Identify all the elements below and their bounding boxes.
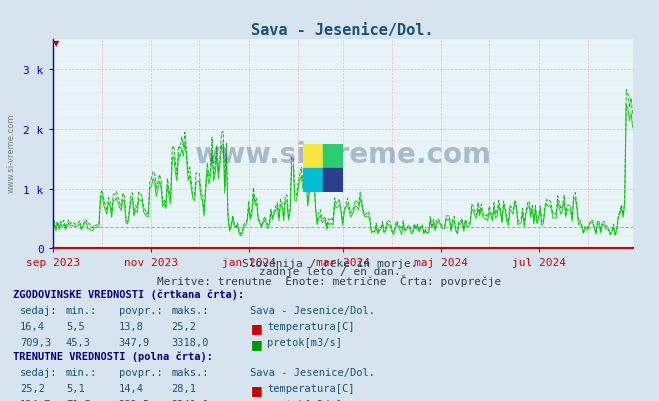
Text: Slovenija / reke in morje.: Slovenija / reke in morje. [242, 259, 417, 269]
Text: povpr.:: povpr.: [119, 367, 162, 377]
Text: maks.:: maks.: [171, 305, 209, 315]
Text: 45,3: 45,3 [66, 337, 91, 347]
Text: 709,3: 709,3 [20, 337, 51, 347]
Text: 25,2: 25,2 [20, 383, 45, 393]
Text: ■: ■ [250, 321, 262, 334]
Text: 16,4: 16,4 [20, 321, 45, 331]
Text: 13,8: 13,8 [119, 321, 144, 331]
Text: ■: ■ [250, 337, 262, 350]
Text: ▼: ▼ [53, 39, 59, 49]
Bar [303, 144, 323, 168]
Text: 5,1: 5,1 [66, 383, 84, 393]
Text: TRENUTNE VREDNOSTI (polna črta):: TRENUTNE VREDNOSTI (polna črta): [13, 351, 213, 361]
Text: 347,9: 347,9 [119, 337, 150, 347]
Text: temperatura[C]: temperatura[C] [267, 321, 355, 331]
Text: pretok[m3/s]: pretok[m3/s] [267, 337, 342, 347]
Text: povpr.:: povpr.: [119, 305, 162, 315]
Text: Sava - Jesenice/Dol.: Sava - Jesenice/Dol. [250, 305, 376, 315]
Bar [323, 168, 343, 192]
Text: ■: ■ [250, 399, 262, 401]
Text: temperatura[C]: temperatura[C] [267, 383, 355, 393]
Text: 124,7: 124,7 [20, 399, 51, 401]
Text: 25,2: 25,2 [171, 321, 196, 331]
Text: pretok[m3/s]: pretok[m3/s] [267, 399, 342, 401]
Title: Sava - Jesenice/Dol.: Sava - Jesenice/Dol. [252, 22, 434, 38]
Text: ZGODOVINSKE VREDNOSTI (črtkana črta):: ZGODOVINSKE VREDNOSTI (črtkana črta): [13, 289, 244, 299]
Text: 3318,0: 3318,0 [171, 337, 209, 347]
Text: maks.:: maks.: [171, 367, 209, 377]
Text: 28,1: 28,1 [171, 383, 196, 393]
Text: 71,5: 71,5 [66, 399, 91, 401]
Text: sedaj:: sedaj: [20, 367, 57, 377]
Bar [323, 144, 343, 168]
Text: min.:: min.: [66, 305, 97, 315]
Text: Meritve: trenutne  Enote: metrične  Črta: povprečje: Meritve: trenutne Enote: metrične Črta: … [158, 275, 501, 287]
Text: 382,5: 382,5 [119, 399, 150, 401]
Text: Sava - Jesenice/Dol.: Sava - Jesenice/Dol. [250, 367, 376, 377]
Text: www.si-vreme.com: www.si-vreme.com [7, 113, 16, 192]
Text: sedaj:: sedaj: [20, 305, 57, 315]
Text: 5,5: 5,5 [66, 321, 84, 331]
Text: 2241,0: 2241,0 [171, 399, 209, 401]
Text: ■: ■ [250, 383, 262, 396]
Bar [303, 168, 323, 192]
Text: min.:: min.: [66, 367, 97, 377]
Text: 14,4: 14,4 [119, 383, 144, 393]
Text: zadnje leto / en dan.: zadnje leto / en dan. [258, 267, 401, 277]
Text: www.si-vreme.com: www.si-vreme.com [194, 141, 491, 169]
